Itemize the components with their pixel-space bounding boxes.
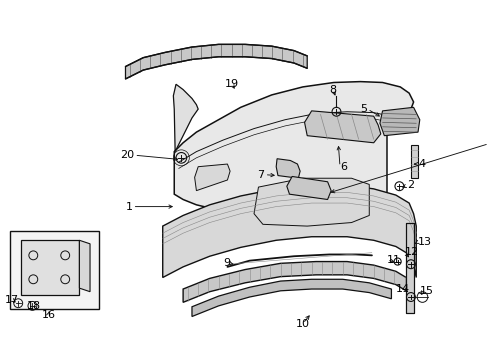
- Text: 14: 14: [395, 284, 409, 294]
- Text: 9: 9: [223, 258, 230, 268]
- Polygon shape: [173, 84, 198, 152]
- FancyBboxPatch shape: [10, 231, 99, 310]
- Text: 4: 4: [417, 159, 424, 169]
- Text: 13: 13: [417, 237, 431, 247]
- Text: 11: 11: [386, 255, 400, 265]
- Text: 19: 19: [224, 79, 239, 89]
- Polygon shape: [304, 111, 380, 143]
- Text: 20: 20: [120, 150, 134, 160]
- Text: 7: 7: [257, 170, 264, 180]
- Text: 15: 15: [419, 286, 433, 296]
- Polygon shape: [79, 240, 90, 292]
- Polygon shape: [174, 82, 413, 215]
- Text: 17: 17: [5, 295, 19, 305]
- Polygon shape: [163, 185, 415, 278]
- Text: 5: 5: [360, 104, 367, 114]
- Text: 10: 10: [295, 319, 309, 329]
- Polygon shape: [194, 164, 230, 191]
- Text: 2: 2: [407, 180, 414, 190]
- Polygon shape: [125, 44, 306, 79]
- Polygon shape: [253, 178, 368, 226]
- Text: 6: 6: [339, 162, 346, 172]
- Text: 1: 1: [125, 202, 132, 212]
- Text: 16: 16: [41, 310, 55, 320]
- Text: 8: 8: [329, 85, 336, 95]
- Polygon shape: [379, 107, 419, 136]
- Text: 12: 12: [404, 247, 418, 257]
- Polygon shape: [405, 222, 414, 313]
- Polygon shape: [276, 159, 300, 178]
- Polygon shape: [192, 279, 390, 316]
- Polygon shape: [410, 145, 417, 178]
- Text: 18: 18: [27, 301, 41, 311]
- Polygon shape: [21, 240, 79, 295]
- Polygon shape: [286, 176, 330, 199]
- Polygon shape: [183, 262, 408, 302]
